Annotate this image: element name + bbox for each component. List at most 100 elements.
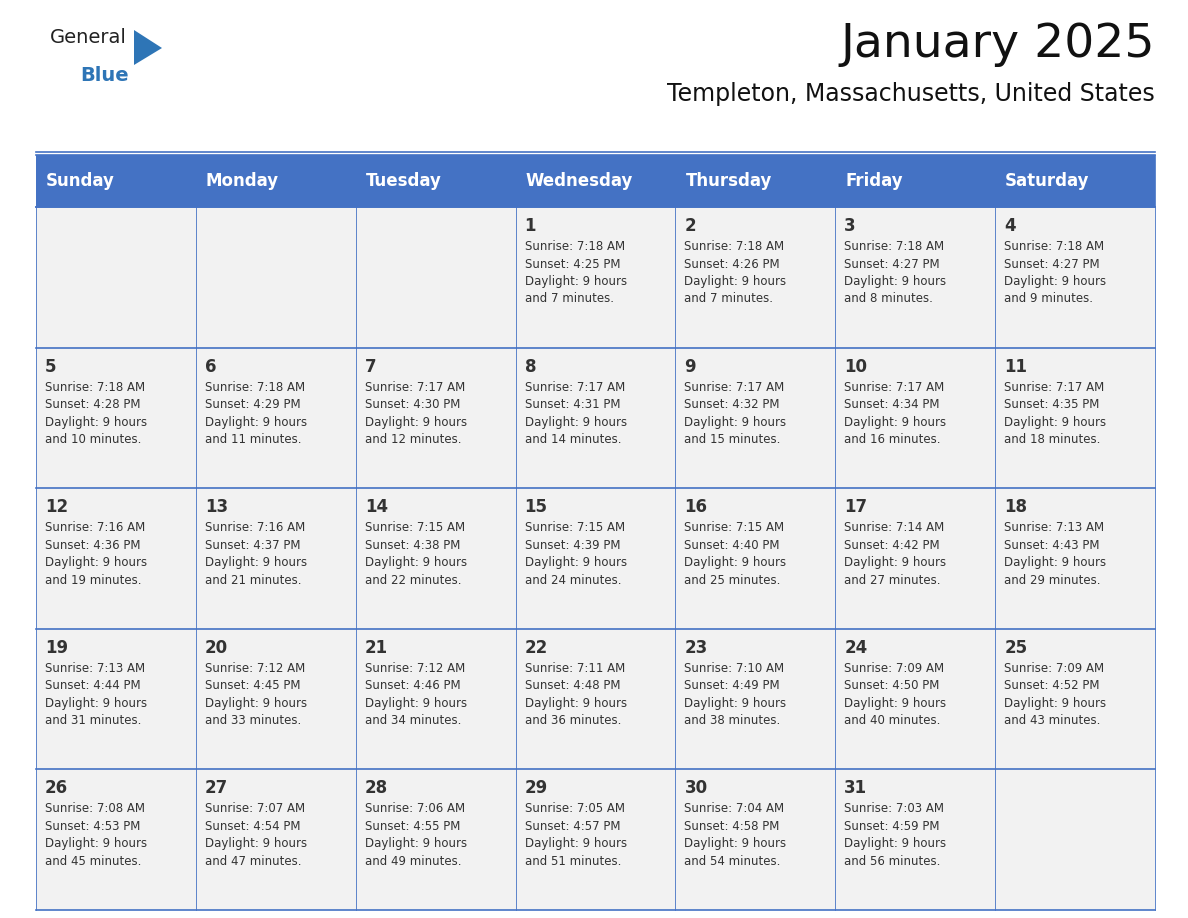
Text: Sunrise: 7:04 AM
Sunset: 4:58 PM
Daylight: 9 hours
and 54 minutes.: Sunrise: 7:04 AM Sunset: 4:58 PM Dayligh… <box>684 802 786 868</box>
Text: 21: 21 <box>365 639 387 656</box>
Text: Sunrise: 7:12 AM
Sunset: 4:45 PM
Daylight: 9 hours
and 33 minutes.: Sunrise: 7:12 AM Sunset: 4:45 PM Dayligh… <box>204 662 307 727</box>
Text: 3: 3 <box>845 217 855 235</box>
Bar <box>835 629 996 769</box>
Text: 24: 24 <box>845 639 867 656</box>
Bar <box>355 769 516 910</box>
Text: Sunrise: 7:17 AM
Sunset: 4:34 PM
Daylight: 9 hours
and 16 minutes.: Sunrise: 7:17 AM Sunset: 4:34 PM Dayligh… <box>845 381 947 446</box>
Text: Tuesday: Tuesday <box>366 172 442 190</box>
Bar <box>355 155 516 207</box>
Text: Sunrise: 7:17 AM
Sunset: 4:32 PM
Daylight: 9 hours
and 15 minutes.: Sunrise: 7:17 AM Sunset: 4:32 PM Dayligh… <box>684 381 786 446</box>
Text: Thursday: Thursday <box>685 172 772 190</box>
Bar <box>996 207 1155 348</box>
Bar <box>835 155 996 207</box>
Text: Sunrise: 7:06 AM
Sunset: 4:55 PM
Daylight: 9 hours
and 49 minutes.: Sunrise: 7:06 AM Sunset: 4:55 PM Dayligh… <box>365 802 467 868</box>
Bar <box>676 207 835 348</box>
Bar <box>196 155 355 207</box>
Text: 10: 10 <box>845 358 867 375</box>
Text: 15: 15 <box>525 498 548 516</box>
Bar <box>516 629 676 769</box>
Bar <box>196 488 355 629</box>
Text: 4: 4 <box>1004 217 1016 235</box>
Bar <box>516 348 676 488</box>
Text: 19: 19 <box>45 639 68 656</box>
Text: Sunrise: 7:18 AM
Sunset: 4:26 PM
Daylight: 9 hours
and 7 minutes.: Sunrise: 7:18 AM Sunset: 4:26 PM Dayligh… <box>684 240 786 306</box>
Bar <box>196 769 355 910</box>
Bar <box>996 348 1155 488</box>
Text: Sunrise: 7:15 AM
Sunset: 4:40 PM
Daylight: 9 hours
and 25 minutes.: Sunrise: 7:15 AM Sunset: 4:40 PM Dayligh… <box>684 521 786 587</box>
Text: 14: 14 <box>365 498 387 516</box>
Bar <box>996 155 1155 207</box>
Bar <box>355 629 516 769</box>
Text: January 2025: January 2025 <box>840 22 1155 67</box>
Bar <box>36 207 196 348</box>
Bar <box>36 629 196 769</box>
Text: 12: 12 <box>45 498 68 516</box>
Text: Sunrise: 7:14 AM
Sunset: 4:42 PM
Daylight: 9 hours
and 27 minutes.: Sunrise: 7:14 AM Sunset: 4:42 PM Dayligh… <box>845 521 947 587</box>
Bar <box>36 155 196 207</box>
Text: 9: 9 <box>684 358 696 375</box>
Text: 28: 28 <box>365 779 387 798</box>
Text: Sunrise: 7:08 AM
Sunset: 4:53 PM
Daylight: 9 hours
and 45 minutes.: Sunrise: 7:08 AM Sunset: 4:53 PM Dayligh… <box>45 802 147 868</box>
Text: Sunrise: 7:16 AM
Sunset: 4:37 PM
Daylight: 9 hours
and 21 minutes.: Sunrise: 7:16 AM Sunset: 4:37 PM Dayligh… <box>204 521 307 587</box>
Bar <box>355 348 516 488</box>
Text: 16: 16 <box>684 498 707 516</box>
Bar <box>516 488 676 629</box>
Bar <box>516 155 676 207</box>
Text: Sunrise: 7:17 AM
Sunset: 4:35 PM
Daylight: 9 hours
and 18 minutes.: Sunrise: 7:17 AM Sunset: 4:35 PM Dayligh… <box>1004 381 1106 446</box>
Bar <box>835 207 996 348</box>
Text: 23: 23 <box>684 639 708 656</box>
Text: 25: 25 <box>1004 639 1028 656</box>
Bar <box>835 769 996 910</box>
Bar <box>676 348 835 488</box>
Text: 26: 26 <box>45 779 68 798</box>
Bar <box>676 488 835 629</box>
Text: 11: 11 <box>1004 358 1028 375</box>
Text: Sunrise: 7:11 AM
Sunset: 4:48 PM
Daylight: 9 hours
and 36 minutes.: Sunrise: 7:11 AM Sunset: 4:48 PM Dayligh… <box>525 662 627 727</box>
Bar <box>676 769 835 910</box>
Text: Wednesday: Wednesday <box>525 172 633 190</box>
Bar <box>996 629 1155 769</box>
Text: 30: 30 <box>684 779 708 798</box>
Text: 6: 6 <box>204 358 216 375</box>
Text: 2: 2 <box>684 217 696 235</box>
Text: Sunrise: 7:13 AM
Sunset: 4:44 PM
Daylight: 9 hours
and 31 minutes.: Sunrise: 7:13 AM Sunset: 4:44 PM Dayligh… <box>45 662 147 727</box>
Text: General: General <box>50 28 127 47</box>
Text: 7: 7 <box>365 358 377 375</box>
Bar <box>36 488 196 629</box>
Text: Friday: Friday <box>846 172 903 190</box>
Text: 5: 5 <box>45 358 57 375</box>
Text: Sunrise: 7:18 AM
Sunset: 4:27 PM
Daylight: 9 hours
and 9 minutes.: Sunrise: 7:18 AM Sunset: 4:27 PM Dayligh… <box>1004 240 1106 306</box>
Text: Sunrise: 7:09 AM
Sunset: 4:50 PM
Daylight: 9 hours
and 40 minutes.: Sunrise: 7:09 AM Sunset: 4:50 PM Dayligh… <box>845 662 947 727</box>
Text: Sunrise: 7:10 AM
Sunset: 4:49 PM
Daylight: 9 hours
and 38 minutes.: Sunrise: 7:10 AM Sunset: 4:49 PM Dayligh… <box>684 662 786 727</box>
Text: Sunrise: 7:09 AM
Sunset: 4:52 PM
Daylight: 9 hours
and 43 minutes.: Sunrise: 7:09 AM Sunset: 4:52 PM Dayligh… <box>1004 662 1106 727</box>
Text: Templeton, Massachusetts, United States: Templeton, Massachusetts, United States <box>668 82 1155 106</box>
Text: Monday: Monday <box>206 172 279 190</box>
Text: 22: 22 <box>525 639 548 656</box>
Text: Sunrise: 7:18 AM
Sunset: 4:28 PM
Daylight: 9 hours
and 10 minutes.: Sunrise: 7:18 AM Sunset: 4:28 PM Dayligh… <box>45 381 147 446</box>
Text: 18: 18 <box>1004 498 1028 516</box>
Bar <box>676 629 835 769</box>
Bar <box>996 488 1155 629</box>
Text: Saturday: Saturday <box>1005 172 1089 190</box>
Bar <box>196 629 355 769</box>
Bar <box>676 155 835 207</box>
Bar <box>355 488 516 629</box>
Text: Sunrise: 7:17 AM
Sunset: 4:30 PM
Daylight: 9 hours
and 12 minutes.: Sunrise: 7:17 AM Sunset: 4:30 PM Dayligh… <box>365 381 467 446</box>
Polygon shape <box>134 30 162 65</box>
Text: 17: 17 <box>845 498 867 516</box>
Text: Sunrise: 7:18 AM
Sunset: 4:27 PM
Daylight: 9 hours
and 8 minutes.: Sunrise: 7:18 AM Sunset: 4:27 PM Dayligh… <box>845 240 947 306</box>
Text: Sunrise: 7:15 AM
Sunset: 4:39 PM
Daylight: 9 hours
and 24 minutes.: Sunrise: 7:15 AM Sunset: 4:39 PM Dayligh… <box>525 521 627 587</box>
Text: Sunrise: 7:18 AM
Sunset: 4:25 PM
Daylight: 9 hours
and 7 minutes.: Sunrise: 7:18 AM Sunset: 4:25 PM Dayligh… <box>525 240 627 306</box>
Bar <box>516 207 676 348</box>
Text: Sunrise: 7:18 AM
Sunset: 4:29 PM
Daylight: 9 hours
and 11 minutes.: Sunrise: 7:18 AM Sunset: 4:29 PM Dayligh… <box>204 381 307 446</box>
Bar <box>196 207 355 348</box>
Text: 1: 1 <box>525 217 536 235</box>
Bar <box>196 348 355 488</box>
Bar <box>835 348 996 488</box>
Text: 31: 31 <box>845 779 867 798</box>
Bar <box>36 769 196 910</box>
Text: Sunrise: 7:17 AM
Sunset: 4:31 PM
Daylight: 9 hours
and 14 minutes.: Sunrise: 7:17 AM Sunset: 4:31 PM Dayligh… <box>525 381 627 446</box>
Text: Sunrise: 7:15 AM
Sunset: 4:38 PM
Daylight: 9 hours
and 22 minutes.: Sunrise: 7:15 AM Sunset: 4:38 PM Dayligh… <box>365 521 467 587</box>
Text: 29: 29 <box>525 779 548 798</box>
Text: Sunrise: 7:13 AM
Sunset: 4:43 PM
Daylight: 9 hours
and 29 minutes.: Sunrise: 7:13 AM Sunset: 4:43 PM Dayligh… <box>1004 521 1106 587</box>
